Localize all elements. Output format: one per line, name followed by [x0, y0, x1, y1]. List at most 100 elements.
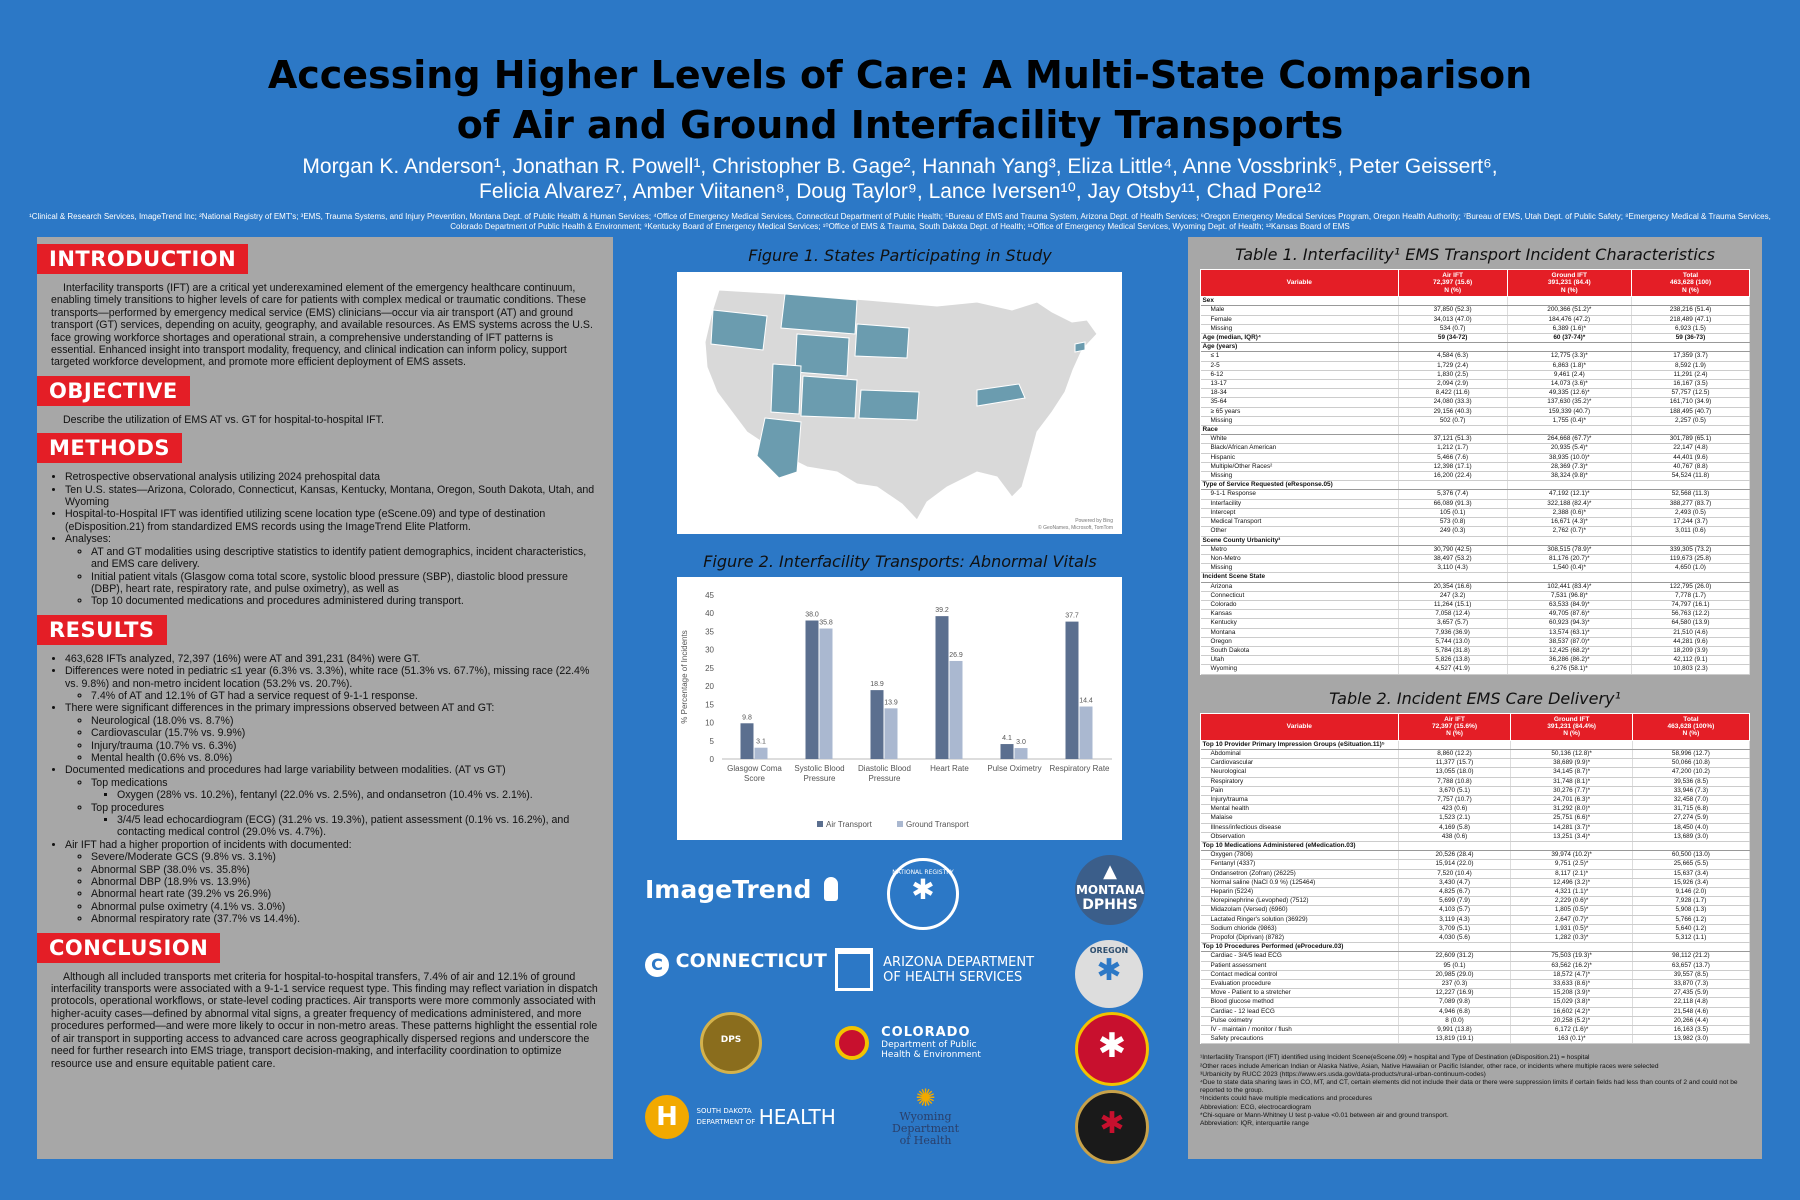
table1-cell: 238,216 (51.4) — [1631, 305, 1751, 316]
state-oregon — [710, 309, 768, 351]
results-text: Documented medications and procedures ha… — [65, 764, 506, 777]
table2-row: Mental health 423 (0.6) 31,292 (8.0)* 31,71… — [1200, 804, 1751, 815]
table1-cell: 44,401 (9.6) — [1631, 453, 1751, 463]
table1-cell: 6,389 (1.6)* — [1507, 324, 1632, 335]
table2-header-cell: Ground IFT 391,231 (84.4%) N (%) — [1510, 712, 1633, 741]
introduction-text: Interfacility transports (IFT) are a cri… — [51, 282, 593, 369]
table1-cell: 63,533 (84.9)* — [1507, 600, 1632, 611]
table2-cell: 12,227 (16.9) — [1398, 988, 1512, 999]
table2-cell: IV - maintain / monitor / flush — [1200, 1025, 1399, 1036]
table2-cell: Mental health — [1200, 804, 1399, 815]
table1-cell: 1,755 (0.4)* — [1507, 416, 1632, 427]
table1-row: Kentucky 3,657 (5.7) 60,923 (94.3)* 64,580 … — [1200, 618, 1751, 629]
arizona-building-icon — [835, 948, 873, 991]
table2-cell: 5,640 (1.2) — [1632, 924, 1751, 935]
objective-body: Describe the utilization of EMS AT vs. G… — [37, 406, 613, 426]
table1-cell: 81,176 (20.7)* — [1507, 554, 1632, 565]
table2-cell: 33,870 (7.3) — [1632, 979, 1751, 990]
bar — [870, 690, 884, 759]
table1-cell: 35-64 — [1200, 397, 1399, 408]
table2-cell: 27,274 (5.9) — [1632, 813, 1751, 824]
table2-title: Table 2. Incident EMS Care Delivery¹ — [1329, 688, 1621, 708]
table1-cell: ≥ 65 years — [1200, 407, 1399, 417]
table1-cell: Male — [1200, 305, 1399, 316]
table1-cell: Scene County Urbanicity³ — [1200, 536, 1399, 546]
table2-row: Pulse oximetry 8 (0.0) 20,258 (5.2)* 20,266… — [1200, 1016, 1751, 1027]
y-tick-label: 10 — [705, 719, 714, 728]
table2-cell: 13,055 (18.0) — [1398, 767, 1512, 778]
table1-cell: Non-Metro — [1200, 554, 1399, 565]
data-label: 18.9 — [870, 681, 884, 688]
table2-cell — [1398, 740, 1512, 750]
table1-cell: 38,497 (53.2) — [1398, 554, 1508, 565]
table2-cell: Malaise — [1200, 813, 1399, 824]
table1-cell: Missing — [1200, 324, 1399, 335]
table1-cell: 534 (0.7) — [1398, 324, 1508, 335]
table1-cell: 4,527 (41.9) — [1398, 664, 1508, 675]
table1-row: Incident Scene State — [1200, 572, 1751, 583]
results-subbullet: Mental health (0.6% vs. 8.0%) — [91, 752, 599, 764]
south-dakota-doh-logo: H SOUTH DAKOTA DEPARTMENT OF HEALTH — [645, 1095, 836, 1139]
table1-cell: 3,657 (5.7) — [1398, 618, 1508, 629]
y-axis-label: % Percentage of Incidents — [680, 630, 689, 723]
table1-cell — [1398, 342, 1508, 353]
table1-row: Missing 16,200 (22.4) 38,324 (9.8)* 54,524 … — [1200, 471, 1751, 482]
table2-cell: 237 (0.3) — [1398, 979, 1512, 990]
table1-cell: 52,568 (11.3) — [1631, 489, 1751, 500]
table2-row: Injury/trauma 7,757 (10.7) 24,701 (6.3)* 32… — [1200, 795, 1751, 806]
table1-cell: Kentucky — [1200, 618, 1399, 629]
table2-cell: 4,321 (1.1)* — [1510, 887, 1633, 898]
results-subbullet: Abnormal heart rate (39.2% vs 26.9%) — [91, 888, 599, 900]
table1-cell: Other — [1200, 526, 1399, 537]
table2-cell: 1,931 (0.5)* — [1510, 924, 1633, 935]
table2-cell: 5,312 (1.1) — [1632, 933, 1751, 944]
x-tick-label: Heart Rate — [930, 764, 969, 773]
table1-cell: 7,058 (12.4) — [1398, 609, 1508, 620]
table1-cell: 4,584 (6.3) — [1398, 351, 1508, 362]
table2-cell: 15,029 (3.8)* — [1510, 997, 1633, 1008]
wyoming-doh-logo: ✺ Wyoming Department of Health — [892, 1085, 959, 1147]
table1-cell — [1398, 425, 1508, 436]
state-south-dakota — [854, 323, 910, 359]
methods-subbullet: AT and GT modalities using descriptive s… — [91, 546, 599, 571]
bar — [805, 620, 819, 759]
table2-cell: Top 10 Provider Primary Impression Group… — [1200, 740, 1399, 750]
table1-cell: 9,461 (2.4) — [1507, 370, 1632, 381]
results-text: Top medications — [91, 776, 168, 789]
table1-cell: 7,936 (36.9) — [1398, 628, 1508, 638]
table2-row: Lactated Ringer's solution (36929) 3,119 … — [1200, 915, 1751, 925]
table1-header-cell: Air IFT 72,397 (15.6) N (%) — [1397, 268, 1508, 298]
results-text: Differences were noted in pediatric ≤1 y… — [65, 665, 590, 690]
table2-cell: 20,985 (29.0) — [1398, 970, 1512, 981]
table1-cell: 339,305 (73.2) — [1631, 545, 1751, 555]
table1-cell: 249 (0.3) — [1398, 526, 1508, 537]
table1-wrap: Variable Air IFT 72,397 (15.6) N (%) Ground … — [1200, 268, 1751, 675]
table2-cell: 20,526 (28.4) — [1398, 850, 1512, 861]
table1-cell: 47,192 (12.1)* — [1507, 489, 1632, 500]
nremt-text: NATIONAL REGISTRY — [892, 869, 954, 876]
table2-cell: 13,251 (3.4)* — [1510, 832, 1633, 843]
table2-cell: 1,282 (0.3)* — [1510, 933, 1633, 944]
footnote: *Chi-square or Mann-Whitney U test p-val… — [1200, 1111, 1449, 1119]
table2-cell: 25,665 (5.5) — [1632, 859, 1751, 870]
table2-cell: 11,377 (15.7) — [1398, 758, 1512, 769]
methods-subbullet: Top 10 documented medications and proced… — [91, 595, 599, 607]
table2-cell — [1398, 942, 1512, 953]
table1-row: Type of Service Requested (eResponse.05) — [1200, 480, 1751, 491]
table1-cell — [1507, 342, 1632, 353]
nremt-seal-icon: NATIONAL REGISTRY ✱ — [887, 858, 959, 930]
imagetrend-logo: ImageTrend — [645, 875, 839, 904]
table1-row: Black/African American 1,212 (1.7) 20,935 … — [1200, 443, 1751, 454]
table2-cell: Move - Patient to a stretcher — [1200, 988, 1399, 999]
table2-row: Contact medical control 20,985 (29.0) 18,5… — [1200, 970, 1751, 981]
introduction-heading: INTRODUCTION — [37, 244, 249, 274]
table2-cell: 4,825 (6.7) — [1398, 887, 1512, 898]
x-tick-label: Diastolic Blood Pressure — [858, 764, 911, 783]
table2-cell: 7,928 (1.7) — [1632, 896, 1751, 907]
legend-label: Air Transport — [826, 820, 873, 829]
table2-cell: 22,609 (31.2) — [1398, 951, 1512, 962]
footnote: ⁴Due to state data sharing laws in CO, M… — [1200, 1079, 1738, 1095]
imagetrend-person-icon — [824, 877, 839, 901]
table2-row: Cardiac - 3/4/5 lead ECG 22,609 (31.2) 75,… — [1200, 951, 1751, 962]
connecticut-text: CONNECTICUT — [675, 950, 827, 972]
